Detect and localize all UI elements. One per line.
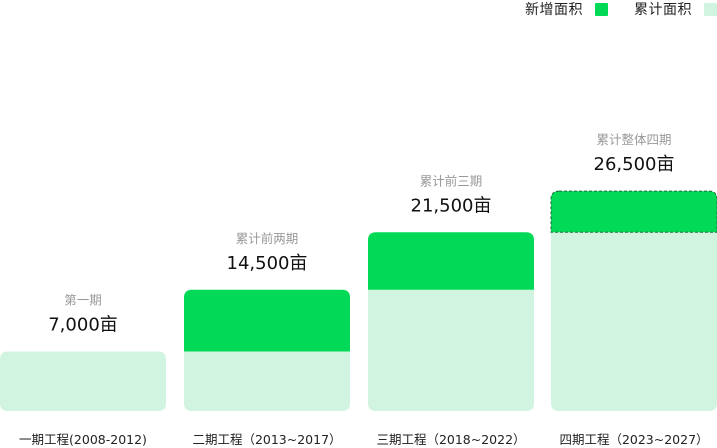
bar-caption-4: 累计整体四期: [596, 132, 671, 147]
category-label-2: 二期工程（2013~2017）: [192, 432, 341, 447]
legend-label-cumulative-area: 累计面积: [634, 2, 692, 18]
bar-caption-1: 第一期: [64, 292, 102, 307]
legend-swatch-cumulative-area: [704, 2, 717, 16]
bar-value-label-2: 14,500亩: [227, 253, 308, 274]
bar-cumulative-3: [368, 289, 534, 411]
bar-new-4: [550, 190, 717, 233]
bar-cumulative-4: [551, 232, 717, 411]
legend-label-new-area: 新增面积: [525, 2, 583, 18]
bar-cumulative-2: [184, 351, 350, 411]
bar-value-label-3: 21,500亩: [411, 195, 492, 216]
legend-item-cumulative-area: 累计面积: [634, 0, 717, 19]
category-label-4: 四期工程（2023~2027）: [559, 432, 708, 447]
bar-cumulative-1: [0, 351, 166, 411]
bar-value-label-1: 7,000亩: [48, 314, 118, 335]
bar-value-label-4: 26,500亩: [594, 154, 675, 175]
bar-caption-3: 累计前三期: [420, 173, 483, 188]
bar-caption-2: 累计前两期: [236, 231, 299, 246]
bar-new-3: [368, 232, 534, 290]
legend-swatch-new-area: [595, 2, 608, 16]
chart-legend: 新增面积 累计面积: [499, 0, 717, 18]
legend-item-new-area: 新增面积: [525, 0, 608, 19]
category-label-3: 三期工程（2018~2022）: [376, 432, 525, 447]
bar-new-2: [184, 289, 350, 352]
category-label-1: 一期工程(2008-2012): [19, 432, 147, 447]
